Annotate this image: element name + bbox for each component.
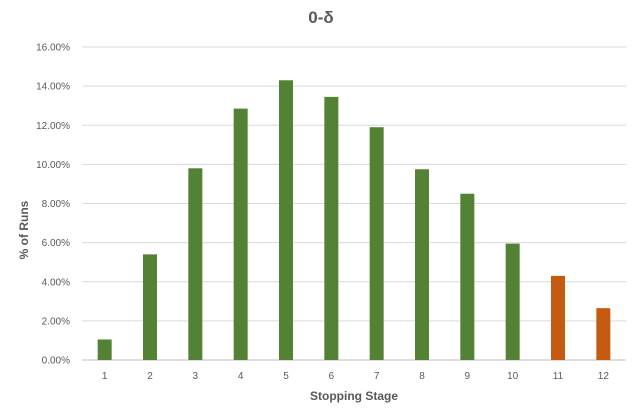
x-tick-label: 2 bbox=[147, 371, 153, 382]
y-tick-label: 6.00% bbox=[42, 238, 70, 249]
y-tick-label: 16.00% bbox=[36, 43, 70, 54]
y-tick-label: 0.00% bbox=[42, 356, 70, 367]
y-tick-label: 12.00% bbox=[36, 121, 70, 132]
bar bbox=[369, 127, 384, 360]
x-tick-label: 4 bbox=[238, 371, 244, 382]
y-tick-label: 8.00% bbox=[42, 199, 70, 210]
x-tick-label: 5 bbox=[283, 371, 289, 382]
x-tick-label: 9 bbox=[465, 371, 471, 382]
bar bbox=[505, 243, 520, 360]
x-tick-label: 1 bbox=[102, 371, 108, 382]
bar bbox=[143, 254, 157, 360]
y-tick-label: 4.00% bbox=[42, 277, 70, 288]
bar bbox=[188, 168, 203, 360]
x-tick-label: 11 bbox=[553, 371, 564, 382]
bar bbox=[324, 96, 339, 361]
bar bbox=[233, 108, 248, 360]
x-tick-label: 3 bbox=[193, 371, 199, 382]
bar bbox=[551, 275, 565, 360]
y-tick-label: 2.00% bbox=[42, 316, 70, 327]
bar bbox=[279, 80, 293, 360]
bar bbox=[596, 308, 611, 360]
x-tick-label: 12 bbox=[598, 371, 610, 382]
bar bbox=[415, 169, 429, 360]
x-tick-label: 7 bbox=[374, 371, 380, 382]
x-tick-label: 10 bbox=[507, 371, 519, 382]
y-tick-label: 14.00% bbox=[36, 82, 70, 93]
x-axis-label: Stopping Stage bbox=[310, 389, 398, 403]
x-tick-label: 8 bbox=[419, 371, 425, 382]
chart-title: 0-δ bbox=[308, 8, 334, 27]
y-tick-label: 10.00% bbox=[36, 160, 70, 171]
x-tick-label: 6 bbox=[329, 371, 335, 382]
bar bbox=[460, 193, 475, 360]
bar bbox=[97, 339, 112, 360]
